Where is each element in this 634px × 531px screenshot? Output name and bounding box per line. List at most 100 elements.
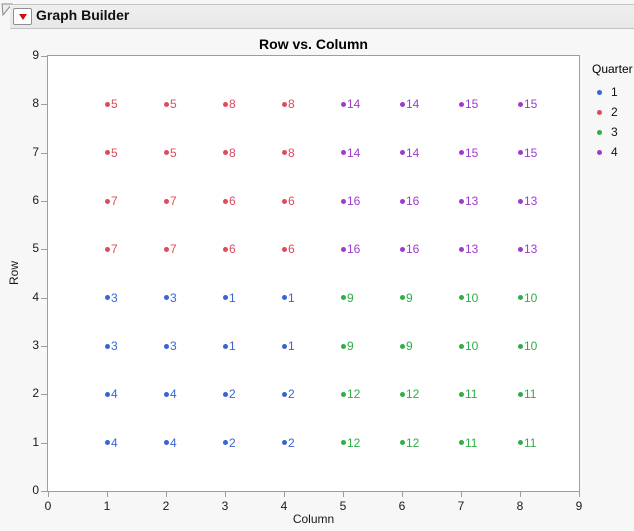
data-point[interactable] bbox=[222, 150, 228, 156]
data-point[interactable] bbox=[517, 150, 523, 156]
data-point[interactable] bbox=[458, 391, 464, 397]
data-point[interactable] bbox=[399, 198, 405, 204]
data-point[interactable] bbox=[281, 391, 287, 397]
x-tick-label: 7 bbox=[457, 499, 465, 513]
data-point[interactable] bbox=[281, 440, 287, 446]
x-tick-label: 8 bbox=[516, 499, 524, 513]
data-point[interactable] bbox=[340, 343, 346, 349]
data-point-label: 3 bbox=[170, 290, 177, 305]
data-point-label: 2 bbox=[288, 435, 295, 450]
data-point-label: 15 bbox=[465, 145, 479, 160]
data-point[interactable] bbox=[517, 391, 523, 397]
data-point[interactable] bbox=[458, 295, 464, 301]
data-point[interactable] bbox=[340, 101, 346, 107]
data-point[interactable] bbox=[163, 198, 169, 204]
data-point-label: 2 bbox=[229, 435, 236, 450]
y-tick-label: 7 bbox=[32, 144, 39, 159]
data-point-label: 14 bbox=[406, 145, 420, 160]
legend-swatch-icon bbox=[597, 149, 602, 155]
data-point[interactable] bbox=[399, 343, 405, 349]
data-point[interactable] bbox=[222, 343, 228, 349]
data-point[interactable] bbox=[399, 440, 405, 446]
data-point[interactable] bbox=[104, 391, 110, 397]
data-point[interactable] bbox=[281, 150, 287, 156]
data-point[interactable] bbox=[458, 150, 464, 156]
data-point[interactable] bbox=[458, 198, 464, 204]
data-point[interactable] bbox=[399, 246, 405, 252]
data-point-label: 16 bbox=[347, 242, 361, 257]
data-point[interactable] bbox=[222, 101, 228, 107]
legend-entry[interactable]: 1 bbox=[592, 82, 633, 102]
legend-entry[interactable]: 4 bbox=[592, 142, 633, 162]
data-point[interactable] bbox=[517, 101, 523, 107]
x-tick-mark bbox=[284, 491, 285, 497]
data-point-label: 6 bbox=[229, 242, 236, 257]
data-point[interactable] bbox=[458, 343, 464, 349]
data-point[interactable] bbox=[104, 246, 110, 252]
data-point[interactable] bbox=[281, 198, 287, 204]
data-point[interactable] bbox=[163, 343, 169, 349]
data-point[interactable] bbox=[163, 101, 169, 107]
legend-entry[interactable]: 3 bbox=[592, 122, 633, 142]
legend-entry-label: 3 bbox=[611, 125, 618, 139]
x-tick-label: 1 bbox=[103, 499, 111, 513]
data-point[interactable] bbox=[163, 440, 169, 446]
data-point[interactable] bbox=[222, 440, 228, 446]
data-point[interactable] bbox=[281, 295, 287, 301]
legend-entry[interactable]: 2 bbox=[592, 102, 633, 122]
data-point-label: 4 bbox=[111, 387, 118, 402]
data-point-label: 16 bbox=[406, 242, 420, 257]
data-point[interactable] bbox=[222, 246, 228, 252]
data-point[interactable] bbox=[163, 246, 169, 252]
x-tick-mark bbox=[461, 491, 462, 497]
outline-disclosure-icon[interactable] bbox=[1, 3, 14, 17]
data-point[interactable] bbox=[222, 295, 228, 301]
red-triangle-menu-button[interactable] bbox=[13, 8, 32, 25]
data-point[interactable] bbox=[458, 440, 464, 446]
data-point[interactable] bbox=[104, 150, 110, 156]
data-point[interactable] bbox=[399, 295, 405, 301]
data-point[interactable] bbox=[517, 295, 523, 301]
y-tick-mark bbox=[41, 249, 47, 251]
data-point[interactable] bbox=[517, 198, 523, 204]
data-point-label: 13 bbox=[524, 242, 538, 257]
data-point-label: 14 bbox=[347, 145, 361, 160]
data-point[interactable] bbox=[222, 198, 228, 204]
data-point[interactable] bbox=[517, 343, 523, 349]
data-point[interactable] bbox=[281, 343, 287, 349]
x-tick-label: 0 bbox=[44, 499, 52, 513]
data-point-label: 11 bbox=[524, 387, 537, 402]
data-point[interactable] bbox=[163, 295, 169, 301]
data-point[interactable] bbox=[281, 246, 287, 252]
data-point[interactable] bbox=[399, 101, 405, 107]
data-point[interactable] bbox=[340, 391, 346, 397]
data-point[interactable] bbox=[340, 295, 346, 301]
data-point[interactable] bbox=[104, 343, 110, 349]
y-tick-mark bbox=[41, 394, 47, 396]
data-point-label: 6 bbox=[229, 194, 236, 208]
data-point[interactable] bbox=[104, 440, 110, 446]
data-point[interactable] bbox=[104, 295, 110, 301]
data-point[interactable] bbox=[222, 391, 228, 397]
data-point[interactable] bbox=[340, 440, 346, 446]
data-point[interactable] bbox=[281, 101, 287, 107]
y-tick-mark bbox=[41, 491, 47, 492]
data-point[interactable] bbox=[104, 101, 110, 107]
data-point-label: 9 bbox=[347, 290, 354, 305]
legend-entry-label: 1 bbox=[611, 85, 618, 99]
data-point[interactable] bbox=[399, 150, 405, 156]
x-tick-mark bbox=[225, 491, 226, 497]
data-point[interactable] bbox=[517, 440, 523, 446]
data-point[interactable] bbox=[163, 391, 169, 397]
data-point[interactable] bbox=[163, 150, 169, 156]
data-point[interactable] bbox=[340, 198, 346, 204]
data-point[interactable] bbox=[458, 246, 464, 252]
data-point[interactable] bbox=[399, 391, 405, 397]
data-point[interactable] bbox=[517, 246, 523, 252]
data-point-label: 16 bbox=[406, 194, 420, 208]
data-point[interactable] bbox=[458, 101, 464, 107]
data-point[interactable] bbox=[340, 150, 346, 156]
data-point[interactable] bbox=[340, 246, 346, 252]
data-point[interactable] bbox=[104, 198, 110, 204]
